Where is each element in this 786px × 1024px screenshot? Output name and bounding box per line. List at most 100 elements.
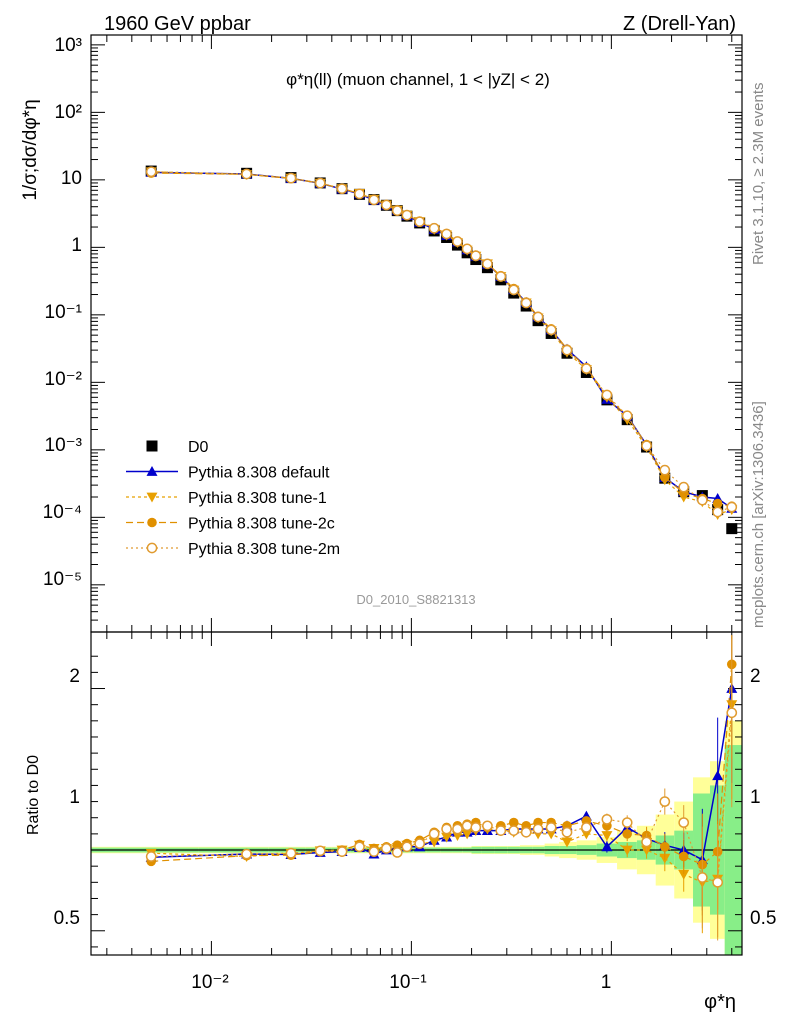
ratio-point xyxy=(381,843,392,854)
legend-entry: Pythia 8.308 tune-2m xyxy=(126,541,340,558)
data-point xyxy=(712,506,724,518)
ratio-point xyxy=(482,820,493,832)
data-point xyxy=(621,410,633,422)
legend-entry: Pythia 8.308 default xyxy=(126,465,330,482)
data-point xyxy=(520,297,532,309)
ytick-label-1e-5: 10⁻⁵ xyxy=(43,569,82,590)
ratio-point xyxy=(452,823,463,835)
ratio-point xyxy=(470,822,482,833)
ratio-uncertainty-bands xyxy=(91,720,742,955)
ratio-point xyxy=(659,841,670,852)
ratio-point xyxy=(391,847,403,858)
ratio-y-tick-labels: 2 1 0.5 2 1 0.5 xyxy=(54,666,777,929)
ratio-point xyxy=(392,840,403,850)
ytick-label-1e2: 10² xyxy=(55,102,82,123)
legend-marker xyxy=(147,517,157,528)
data-point xyxy=(428,222,440,234)
ratio-series-open-circle xyxy=(145,635,738,941)
ratio-point xyxy=(601,841,613,852)
ratio-point xyxy=(520,826,532,838)
ratio-tick-05-left: 0.5 xyxy=(54,908,80,929)
ytick-label-1: 1 xyxy=(71,235,82,256)
ratio-point xyxy=(508,825,520,836)
data-point xyxy=(354,188,365,200)
ratio-tick-2-right: 2 xyxy=(750,666,761,687)
ratio-point xyxy=(601,831,613,841)
data-point xyxy=(441,228,452,240)
ratio-point xyxy=(508,817,519,828)
xtick-label-1: 1 xyxy=(601,972,612,993)
ytick-label-1e-4: 10⁻⁴ xyxy=(43,502,82,523)
data-point xyxy=(601,389,613,401)
data-point xyxy=(285,172,297,184)
series-line xyxy=(151,172,732,507)
data-point xyxy=(726,501,738,513)
legend-marker xyxy=(146,542,158,554)
ratio-plot-frame xyxy=(90,631,743,956)
ratio-point xyxy=(401,841,413,853)
data-point xyxy=(659,464,671,476)
series-open-circle xyxy=(145,166,738,518)
data-point xyxy=(368,194,380,206)
ratio-point xyxy=(354,841,365,853)
series-triangle-up xyxy=(145,166,738,513)
ratio-point xyxy=(678,869,690,880)
ratio-point xyxy=(441,832,453,843)
legend-entry: D0 xyxy=(146,439,209,456)
ratio-plot-series xyxy=(145,635,738,941)
ratio-point xyxy=(495,825,507,836)
ratio-point xyxy=(659,796,671,807)
ytick-label-1e3: 10³ xyxy=(55,35,82,56)
data-point xyxy=(545,324,557,336)
legend-marker xyxy=(146,466,158,476)
ratio-point xyxy=(581,822,592,833)
ytick-label-1e-3: 10⁻³ xyxy=(45,435,83,456)
ratio-point xyxy=(561,837,573,848)
axis-ticks xyxy=(91,35,742,955)
ratio-point xyxy=(336,846,348,857)
ratio-point xyxy=(545,822,557,833)
ratio-point xyxy=(461,829,473,840)
ratio-point xyxy=(441,823,452,835)
xtick-label-1e-2: 10⁻² xyxy=(191,972,229,993)
data-point xyxy=(712,498,723,509)
data-point xyxy=(461,243,473,255)
ratio-point xyxy=(678,817,690,828)
data-point xyxy=(145,166,157,178)
data-point xyxy=(314,177,326,189)
series-line xyxy=(151,171,732,513)
ratio-point xyxy=(428,828,440,840)
ratio-point xyxy=(145,851,157,862)
ytick-label-1e-2: 10⁻² xyxy=(45,369,83,390)
ytick-label-10: 10 xyxy=(61,168,82,189)
legend-label: Pythia 8.308 default xyxy=(188,465,330,482)
ratio-point xyxy=(712,876,724,888)
mcplots-reference-text: mcplots.cern.ch [arXiv:1306.3436] xyxy=(750,401,767,628)
data-point xyxy=(508,284,520,296)
ratio-point xyxy=(621,817,633,828)
ratio-point xyxy=(561,826,573,838)
data-point xyxy=(336,183,348,195)
data-point xyxy=(401,209,413,221)
legend-label: D0 xyxy=(188,439,209,456)
data-point xyxy=(381,199,392,211)
ratio-point xyxy=(696,872,708,883)
x-axis-label: φ*η xyxy=(704,991,736,1013)
header-right: Z (Drell-Yan) xyxy=(623,13,736,35)
legend-label: Pythia 8.308 tune-1 xyxy=(188,490,327,507)
main-y-tick-labels: 10³ 10² 10 1 10⁻¹ 10⁻² 10⁻³ 10⁻⁴ 10⁻⁵ xyxy=(43,35,82,590)
ratio-point xyxy=(678,851,689,862)
data-point xyxy=(678,481,690,493)
ratio-series-triangle-down xyxy=(145,635,738,938)
ratio-point xyxy=(241,848,252,860)
data-point xyxy=(391,205,403,216)
legend-label: Pythia 8.308 tune-2m xyxy=(188,541,340,558)
ratio-point xyxy=(621,845,633,856)
data-point xyxy=(696,494,708,506)
ratio-tick-05-right: 0.5 xyxy=(750,908,776,929)
header-left: 1960 GeV ppbar xyxy=(104,13,251,35)
data-point xyxy=(561,344,573,356)
ratio-point xyxy=(641,836,652,848)
ratio-point xyxy=(368,846,380,857)
